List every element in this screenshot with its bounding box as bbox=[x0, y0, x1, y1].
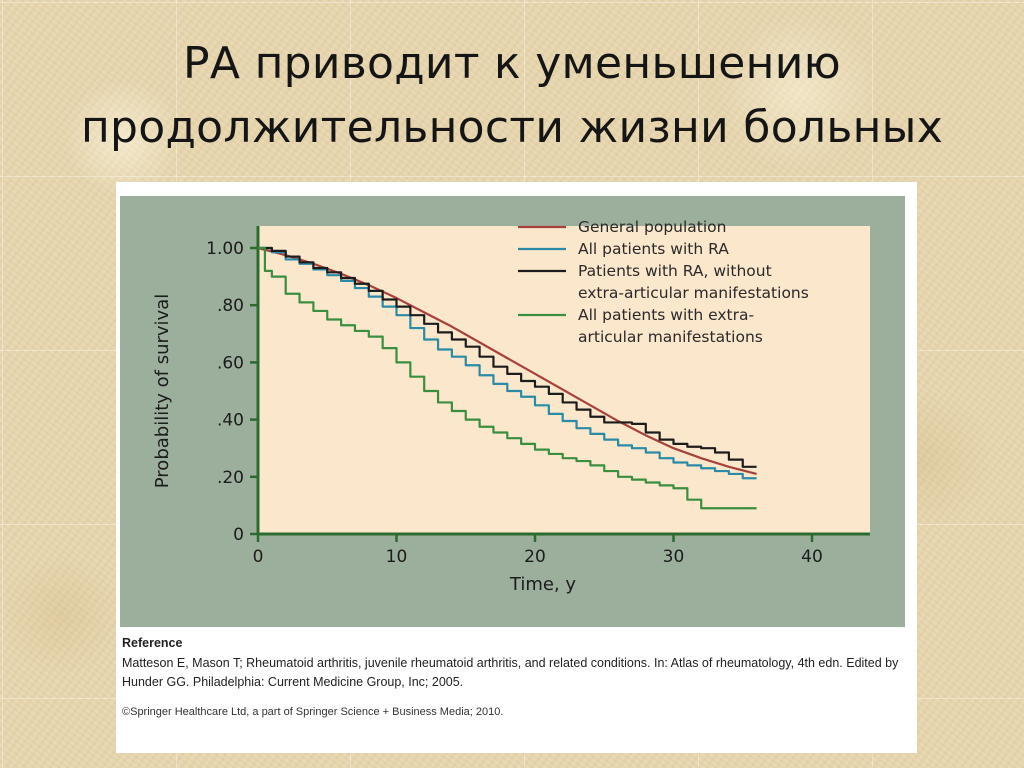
survival-chart: 0 .20 .40 .60 .80 1.00 0 10 20 30 40 Time, y Probabi… bbox=[152, 218, 870, 595]
x-axis-label: Time, y bbox=[509, 574, 576, 595]
y-tick-label: 0 bbox=[233, 525, 244, 545]
y-tick-label: 1.00 bbox=[206, 239, 244, 259]
y-axis-label: Probability of survival bbox=[152, 294, 173, 488]
x-tick-label: 20 bbox=[524, 547, 546, 567]
legend-label: General population bbox=[578, 218, 727, 236]
series-line-2 bbox=[258, 246, 757, 480]
x-tick-label: 30 bbox=[663, 547, 685, 567]
reference-heading: Reference bbox=[122, 636, 183, 650]
y-tick-label: .40 bbox=[217, 411, 244, 431]
y-tick-label: .20 bbox=[217, 468, 244, 488]
slide-title-line-1: РА приводит к уменьшению bbox=[183, 38, 841, 89]
reference-text: Matteson E, Mason T; Rheumatoid arthriti… bbox=[122, 656, 899, 689]
chart-frame: 0 .20 .40 .60 .80 1.00 0 10 20 30 40 Time, y Probabi… bbox=[120, 196, 905, 627]
legend-label: Patients with RA, without bbox=[578, 262, 772, 280]
y-tick-label: .80 bbox=[217, 296, 244, 316]
copyright-notice: ©Springer Healthcare Ltd, a part of Spri… bbox=[122, 706, 504, 718]
x-tick-label: 40 bbox=[801, 547, 823, 567]
series-line-4 bbox=[258, 246, 757, 510]
slide-title-line-2: продолжительности жизни больных bbox=[80, 102, 944, 153]
legend-label: All patients with RA bbox=[578, 240, 729, 258]
figure-panel: 0 .20 .40 .60 .80 1.00 0 10 20 30 40 Time, y Probabi… bbox=[116, 182, 917, 753]
legend-label: articular manifestations bbox=[578, 328, 763, 346]
slide-title: РА приводит к уменьшению продолжительнос… bbox=[0, 32, 1024, 160]
series-line-3 bbox=[258, 246, 757, 468]
x-tick-label: 0 bbox=[253, 547, 264, 567]
legend-label: All patients with extra- bbox=[578, 306, 754, 324]
x-tick-label: 10 bbox=[386, 547, 408, 567]
y-tick-label: .60 bbox=[217, 353, 244, 373]
legend-label: extra-articular manifestations bbox=[578, 284, 809, 302]
plot-area bbox=[258, 226, 870, 534]
